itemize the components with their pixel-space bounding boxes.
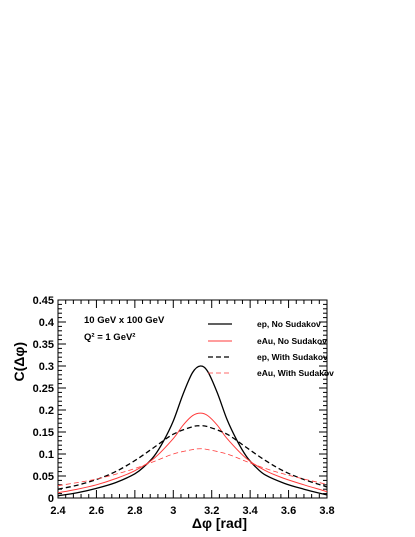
y-axis-title: C(Δφ) bbox=[11, 342, 27, 382]
legend-label-ep-no-sudakov: ep, No Sudakov bbox=[257, 319, 321, 329]
x-tick-labels: 2.4 2.6 2.8 3 3.2 3.4 3.6 3.8 bbox=[50, 505, 334, 517]
y-tick-label: 0.4 bbox=[39, 317, 55, 329]
y-tick-label: 0.15 bbox=[33, 427, 54, 439]
y-tick-label: 0.45 bbox=[33, 295, 54, 307]
legend: ep, No Sudakov eAu, No Sudakov ep, With … bbox=[208, 319, 334, 378]
y-tick-label: 0.2 bbox=[39, 405, 54, 417]
legend-label-eau-with-sudakov: eAu, With Sudakov bbox=[257, 368, 334, 378]
data-curves bbox=[57, 365, 328, 497]
x-tick-label: 3.6 bbox=[281, 505, 296, 517]
y-tick-label: 0.1 bbox=[39, 449, 54, 461]
x-axis-title: Δφ [rad] bbox=[192, 515, 247, 531]
curve-eau-no-sudakov bbox=[57, 412, 328, 494]
x-tick-label: 2.8 bbox=[127, 505, 142, 517]
x-tick-label: 2.4 bbox=[50, 505, 66, 517]
x-tick-label: 3.2 bbox=[204, 505, 219, 517]
annotation-beam-energy: 10 GeV x 100 GeV bbox=[84, 315, 165, 326]
y-tick-label: 0 bbox=[48, 493, 54, 505]
y-tick-label: 0.3 bbox=[39, 361, 54, 373]
annotation-q2: Q² = 1 GeV² bbox=[84, 332, 135, 343]
y-tick-label: 0.35 bbox=[33, 339, 54, 351]
legend-label-ep-with-sudakov: ep, With Sudakov bbox=[257, 352, 328, 362]
plot-frame bbox=[57, 299, 328, 499]
curve-ep-no-sudakov bbox=[57, 365, 328, 497]
curve-eau-with-sudakov bbox=[57, 448, 328, 487]
x-tick-label: 3.8 bbox=[319, 505, 334, 517]
x-tick-label: 2.6 bbox=[89, 505, 104, 517]
y-tick-labels: 0 0.05 0.1 0.15 0.2 0.25 0.3 0.35 0.4 0.45 bbox=[33, 295, 55, 505]
axis-ticks bbox=[57, 299, 328, 499]
y-tick-label: 0.05 bbox=[33, 471, 54, 483]
x-tick-label: 3.4 bbox=[242, 505, 258, 517]
x-tick-label: 3 bbox=[170, 505, 176, 517]
legend-label-eau-no-sudakov: eAu, No Sudakov bbox=[257, 336, 327, 346]
y-tick-label: 0.25 bbox=[33, 383, 54, 395]
